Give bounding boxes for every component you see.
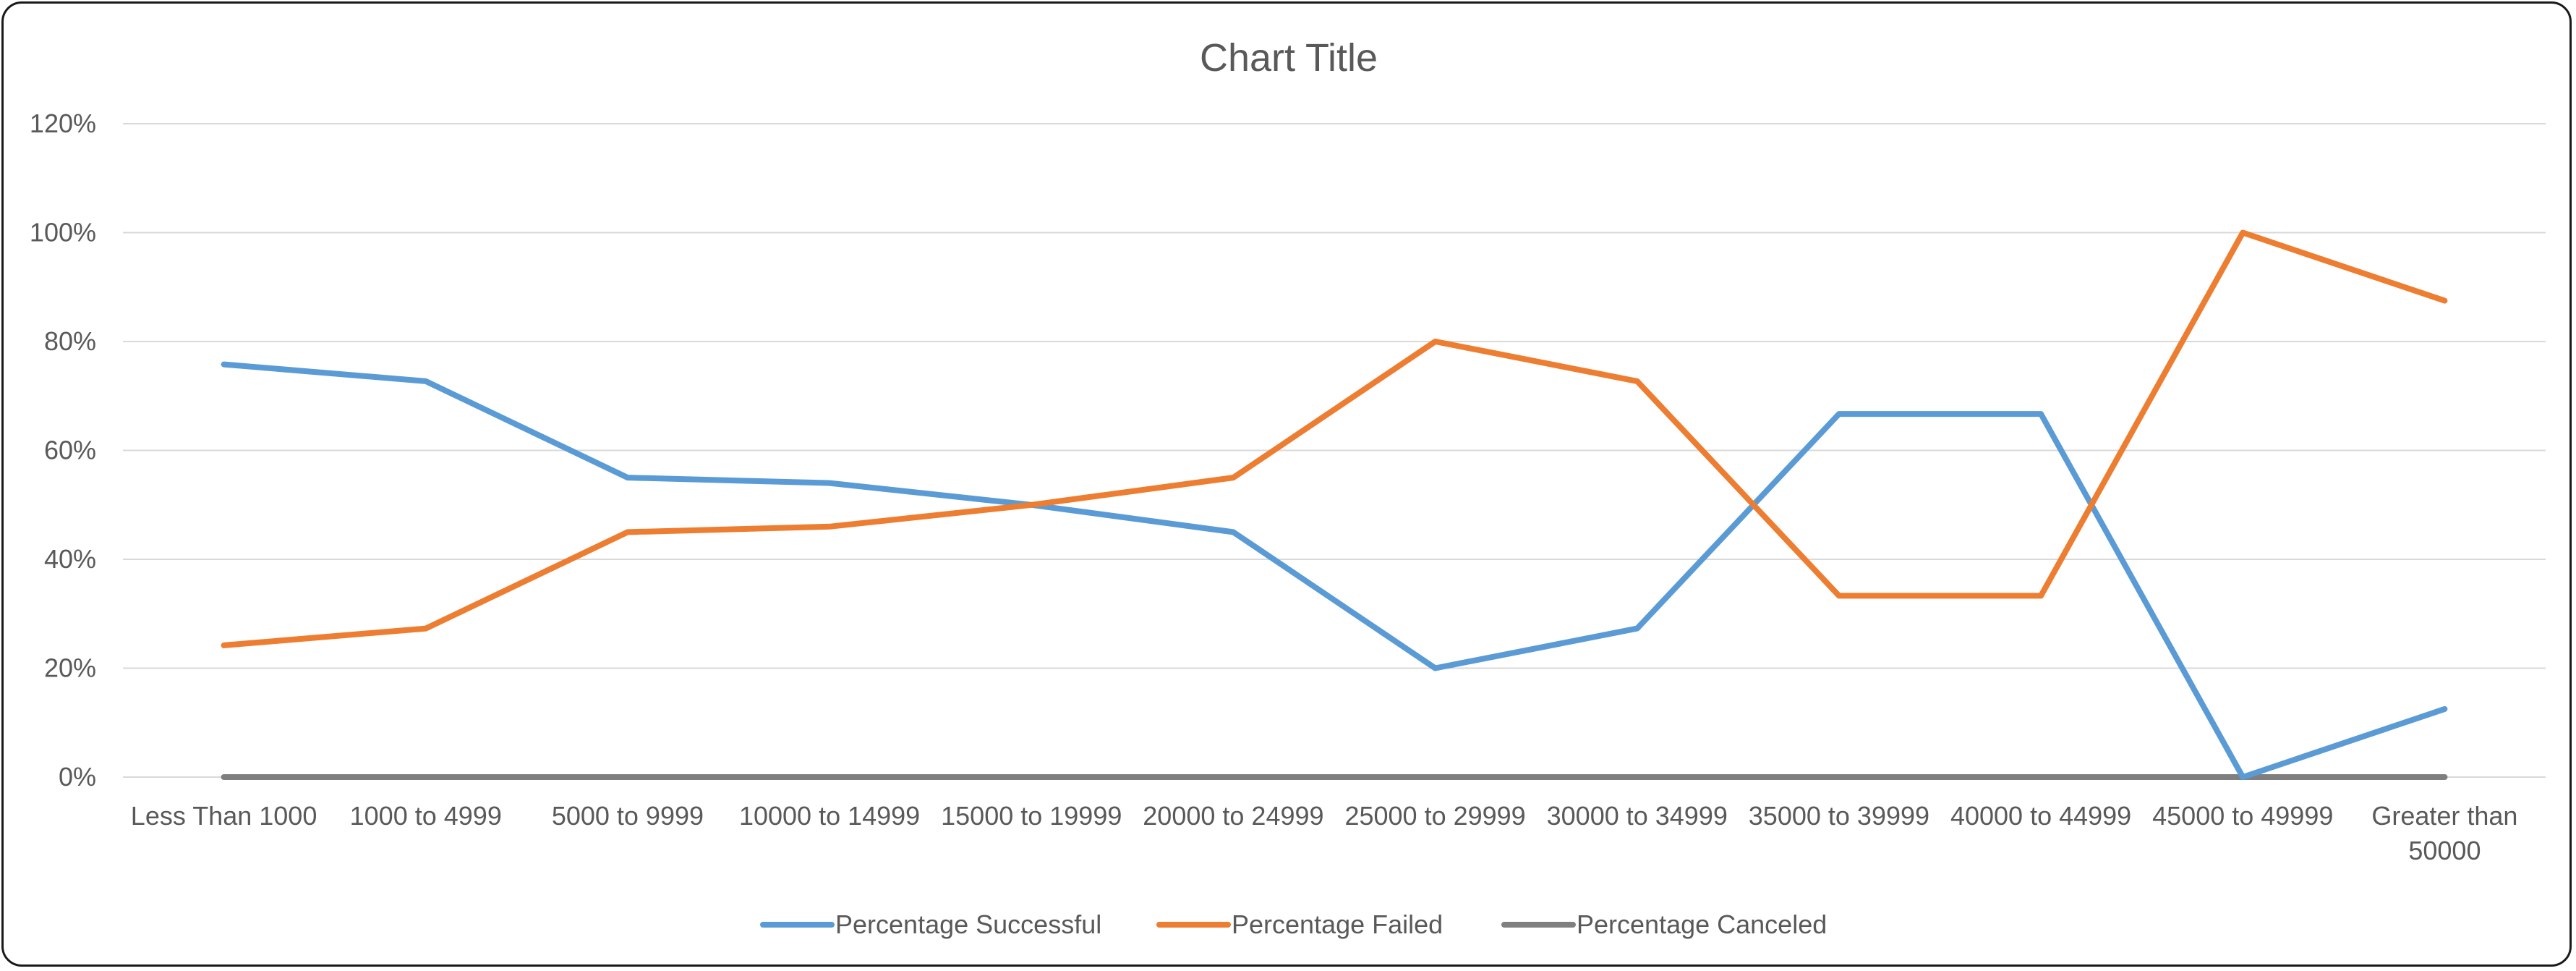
x-axis-ticks: Less Than 1000 1000 to 4999 5000 to 9999 10…: [131, 801, 2518, 865]
y-tick-label: 20%: [44, 653, 96, 683]
legend-label-percentage-canceled: Percentage Canceled: [1577, 909, 1827, 939]
x-tick-label: 40000 to 44999: [1950, 801, 2131, 831]
x-tick-label: Greater than 50000: [2371, 801, 2517, 865]
x-tick-label: 35000 to 39999: [1749, 801, 1929, 831]
x-tick-label: 10000 to 14999: [739, 801, 920, 831]
x-tick-label: 5000 to 9999: [552, 801, 704, 831]
x-tick-label: 45000 to 49999: [2152, 801, 2333, 831]
x-tick-label: 25000 to 29999: [1344, 801, 1525, 831]
y-axis-ticks: 0% 20% 40% 60% 80% 100% 120%: [30, 109, 96, 792]
gridlines: [123, 123, 2546, 778]
y-tick-label: 60%: [44, 436, 96, 465]
x-tick-label: 20000 to 24999: [1143, 801, 1323, 831]
y-tick-label: 0%: [59, 762, 96, 792]
series-line-percentage-failed: [221, 229, 2448, 648]
x-tick-label: 30000 to 34999: [1547, 801, 1728, 831]
y-tick-label: 100%: [30, 218, 96, 247]
series-lines: [221, 229, 2448, 780]
x-tick-label: 1000 to 4999: [350, 801, 502, 831]
legend-label-percentage-failed: Percentage Failed: [1232, 909, 1443, 939]
series-line-percentage-successful: [221, 361, 2448, 780]
legend-label-percentage-successful: Percentage Successful: [835, 909, 1101, 939]
y-tick-label: 40%: [44, 544, 96, 574]
x-tick-label: 15000 to 19999: [941, 801, 1122, 831]
x-tick-label: Less Than 1000: [131, 801, 317, 831]
legend: Percentage Successful Percentage Failed Pe…: [760, 909, 1827, 939]
line-chart: Chart Title 0% 20% 40% 60% 80% 100% 120% Less …: [30, 36, 2546, 939]
y-tick-label: 80%: [44, 326, 96, 356]
chart-title: Chart Title: [1200, 36, 1378, 80]
y-tick-label: 120%: [30, 109, 96, 138]
